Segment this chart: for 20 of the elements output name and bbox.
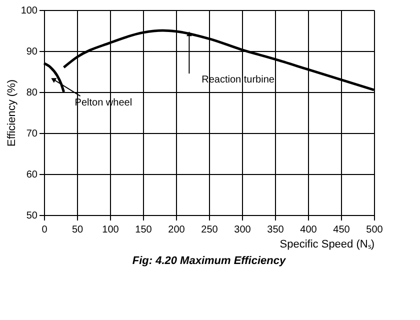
y-tick-label: 80 [26,88,38,98]
x-tick-label: 50 [72,224,84,236]
y-tick-label: 90 [26,46,38,58]
x-tick-label: 300 [234,224,252,236]
x-tick-label: 400 [300,224,318,236]
x-tick-label: 150 [135,224,152,236]
x-tick-label: 100 [102,224,120,236]
y-tick-label: 100 [20,6,38,16]
x-tick-label: 200 [168,224,186,236]
x-tick-label: 250 [201,224,218,236]
y-tick-label: 50 [26,210,38,222]
text: Fig: 4.20 Maximum Efficiency [132,255,286,267]
x-tick-label: 450 [333,224,350,236]
y-axis-title: Efficiency (%) [6,79,18,147]
y-tick-label: 60 [26,170,38,180]
x-tick-label: 500 [366,224,384,236]
x-tick-label: 350 [267,224,284,236]
y-tick-label: 70 [26,128,38,140]
x-tick-label: 0 [42,224,48,236]
x-axis-title: Specific Speed (Nₛ) [280,238,374,250]
